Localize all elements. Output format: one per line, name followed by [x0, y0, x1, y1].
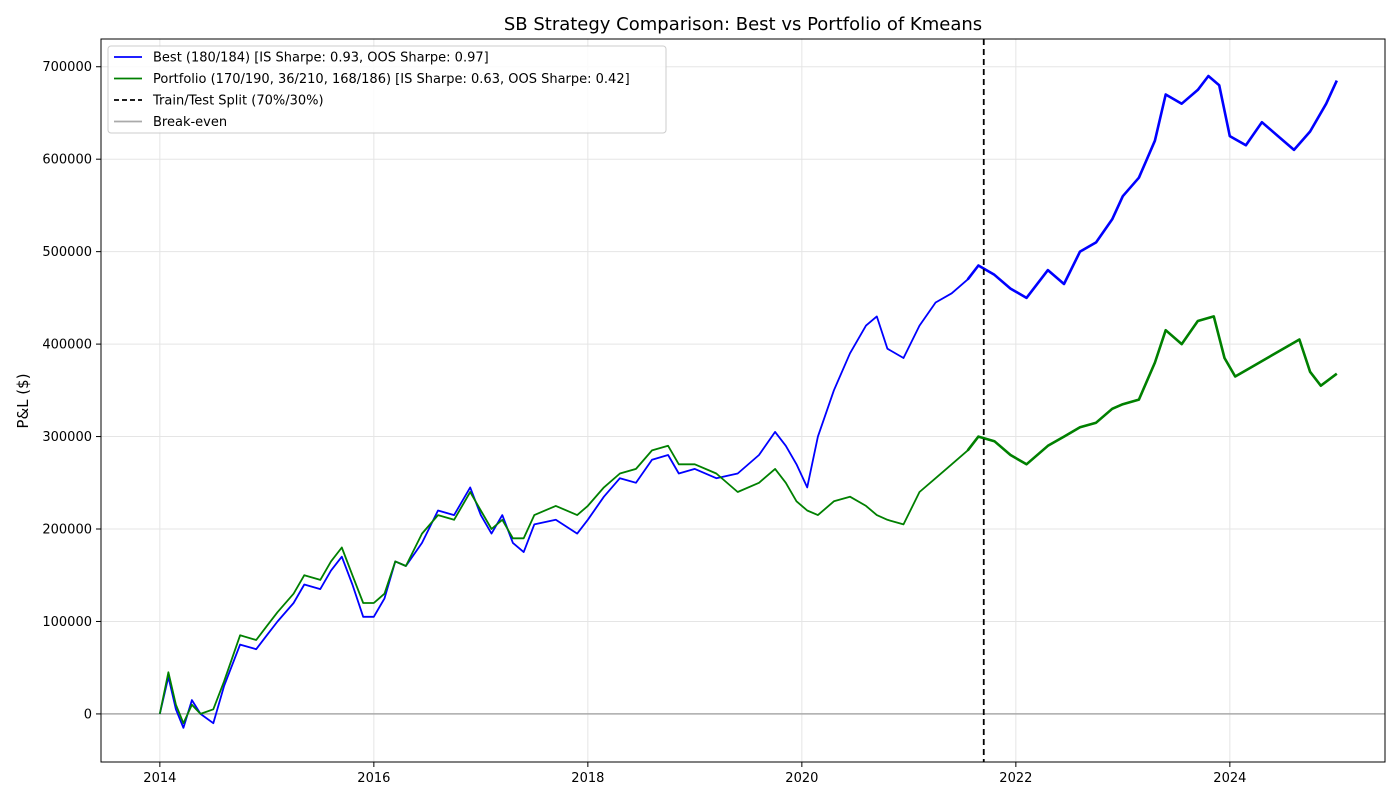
- x-tick-label: 2016: [357, 771, 390, 786]
- y-tick-label: 400000: [42, 338, 92, 353]
- series-line-portfolio-in-sample: [158, 436, 980, 725]
- legend-label-breakeven: Break-even: [153, 115, 227, 130]
- x-tick-label: 2022: [999, 771, 1032, 786]
- series-layer: [158, 74, 1338, 729]
- y-tick-label: 500000: [42, 245, 92, 260]
- legend-label-split: Train/Test Split (70%/30%): [152, 94, 324, 109]
- chart-title: SB Strategy Comparison: Best vs Portfoli…: [504, 14, 982, 35]
- y-axis-title: P&L ($): [14, 373, 32, 428]
- y-tick-label: 0: [84, 707, 92, 722]
- legend-label-best: Best (180/184) [IS Sharpe: 0.93, OOS Sha…: [153, 51, 489, 66]
- grid-layer: [101, 39, 1385, 762]
- legend-label-portfolio: Portfolio (170/190, 36/210, 168/186) [IS…: [153, 72, 630, 87]
- y-tick-label: 700000: [42, 60, 92, 75]
- legend-box: [107, 45, 667, 134]
- series-line-best-in-sample: [158, 264, 980, 729]
- legend: Best (180/184) [IS Sharpe: 0.93, OOS Sha…: [107, 45, 667, 134]
- tick-layer: 2014 2016 2018 2020 2022 2024 0 100000 200000 300…: [42, 60, 1246, 786]
- y-tick-label: 600000: [42, 153, 92, 168]
- x-tick-label: 2024: [1213, 771, 1246, 786]
- x-tick-label: 2020: [785, 771, 818, 786]
- y-tick-label: 100000: [42, 615, 92, 630]
- x-tick-label: 2014: [143, 771, 176, 786]
- series-line-portfolio-out-of-sample: [966, 315, 1338, 466]
- series-line-best-out-of-sample: [966, 74, 1338, 300]
- x-tick-label: 2018: [571, 771, 604, 786]
- y-tick-label: 200000: [42, 523, 92, 538]
- y-tick-label: 300000: [42, 430, 92, 445]
- plot-frame: [100, 38, 1386, 763]
